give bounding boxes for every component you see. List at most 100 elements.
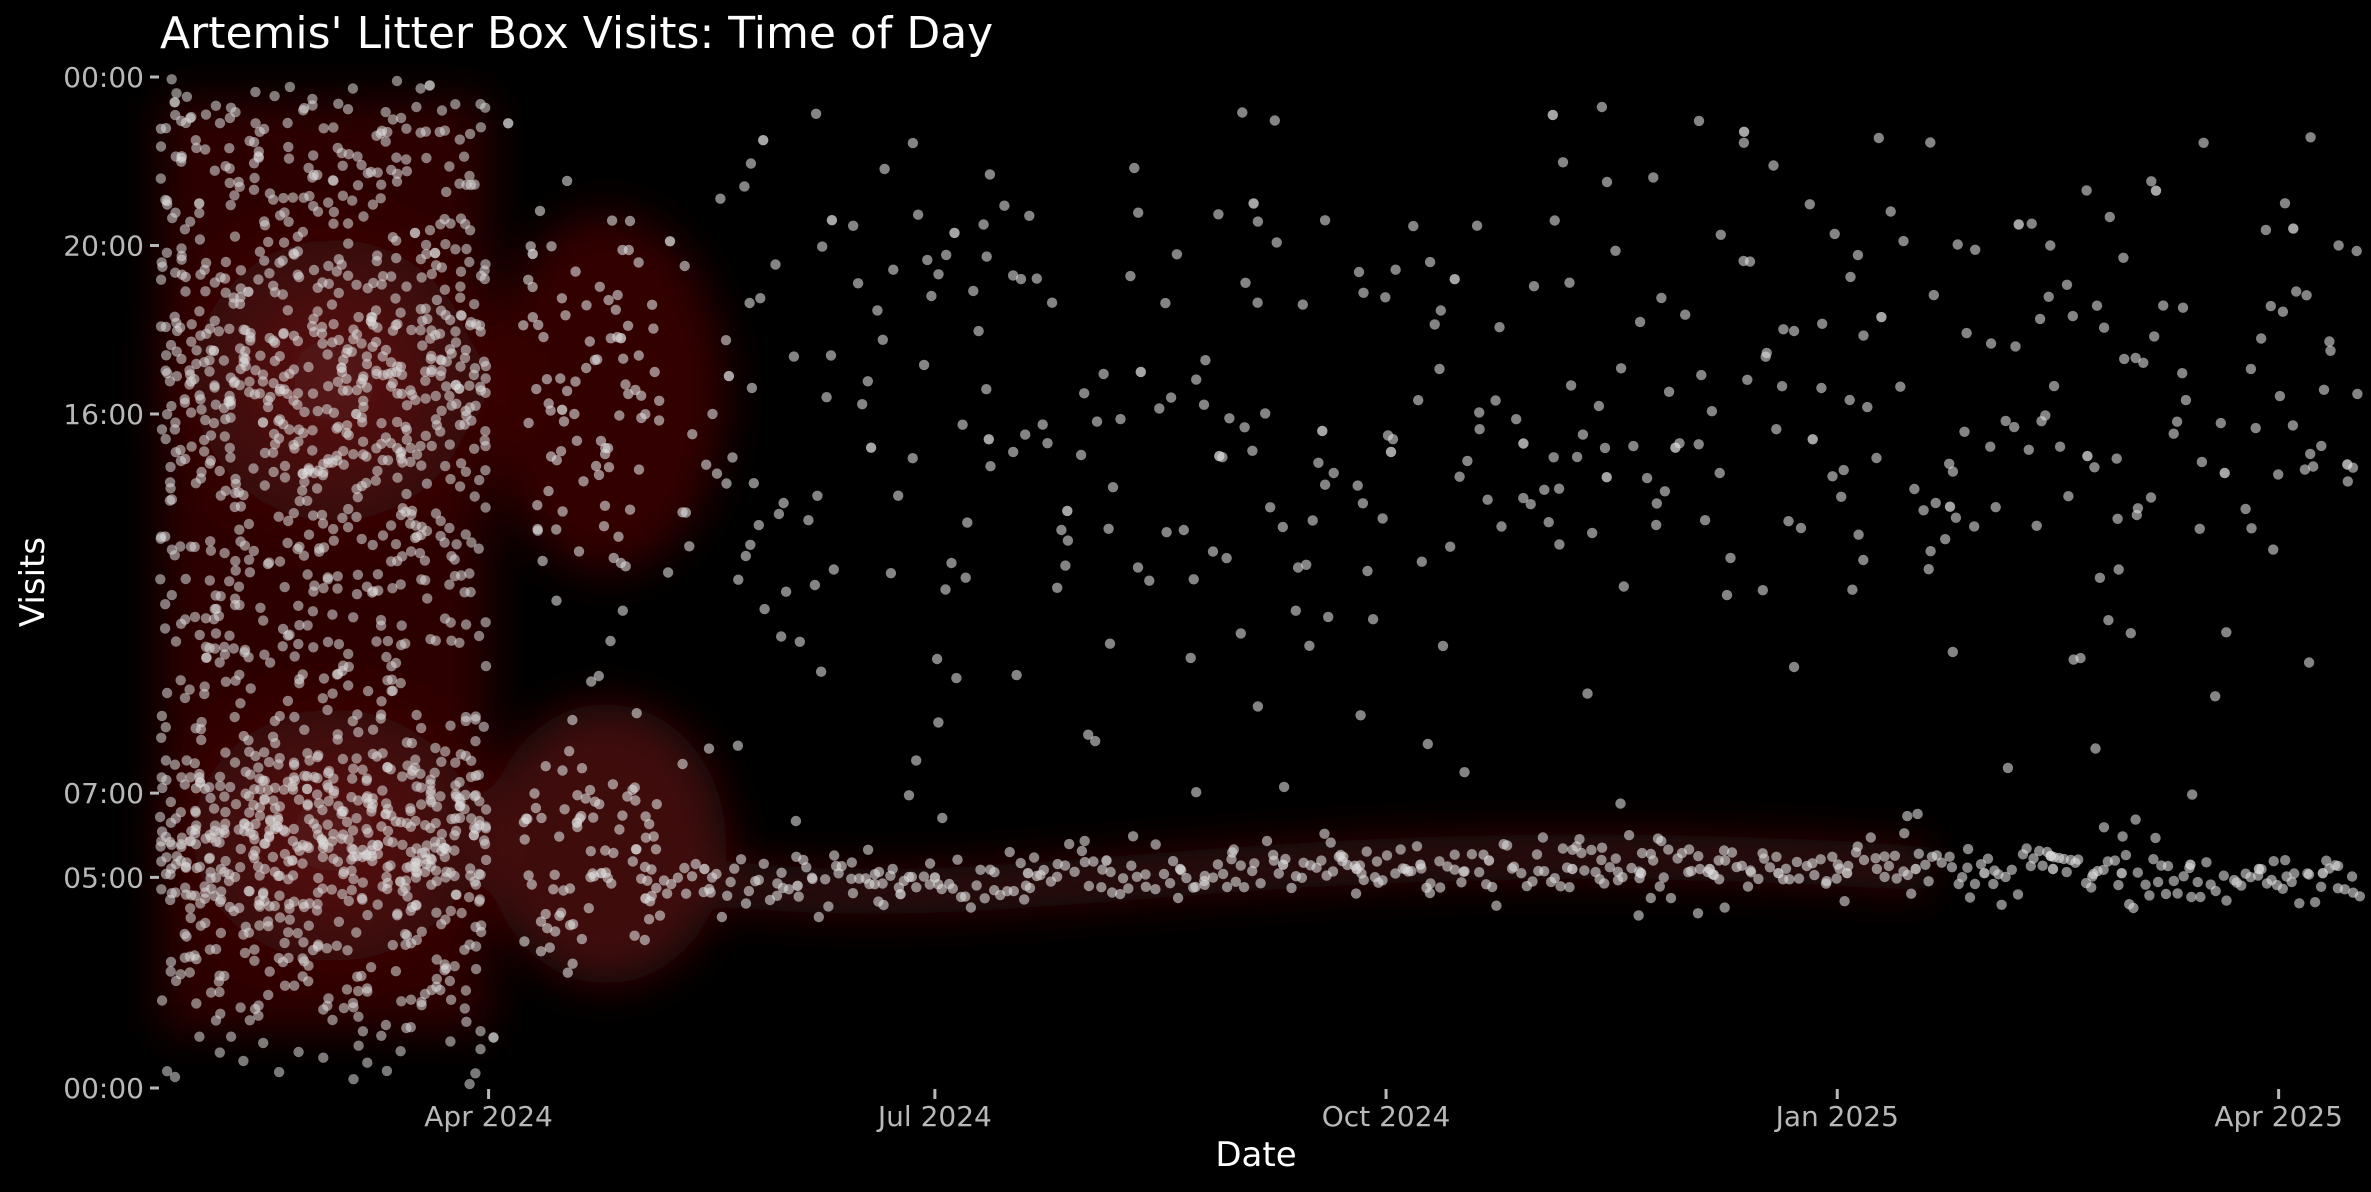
scatter-point xyxy=(2287,420,2299,431)
scatter-point xyxy=(244,567,256,578)
scatter-point xyxy=(2023,444,2035,455)
scatter-point xyxy=(624,215,636,227)
scatter-point xyxy=(348,1002,359,1013)
scatter-point xyxy=(326,884,337,895)
scatter-point xyxy=(304,190,315,202)
scatter-point xyxy=(293,794,305,805)
scatter-point xyxy=(422,593,433,604)
scatter-point xyxy=(1780,863,1792,874)
scatter-point xyxy=(200,917,211,929)
scatter-point xyxy=(293,436,304,447)
scatter-point xyxy=(234,298,246,310)
scatter-point xyxy=(1610,245,1621,256)
scatter-point xyxy=(519,936,530,947)
scatter-point xyxy=(382,635,394,647)
scatter-point xyxy=(790,815,802,827)
scatter-point xyxy=(1079,835,1090,847)
scatter-point xyxy=(1757,585,1769,596)
data-point xyxy=(1214,450,1225,462)
scatter-point xyxy=(2273,469,2284,480)
scatter-point xyxy=(283,141,294,153)
scatter-point xyxy=(372,569,384,580)
scatter-point xyxy=(451,398,462,409)
data-point xyxy=(287,855,298,866)
scatter-point xyxy=(165,956,177,968)
scatter-point xyxy=(2061,866,2072,878)
scatter-point xyxy=(405,442,416,454)
scatter-point xyxy=(216,886,227,897)
scatter-point xyxy=(348,612,359,623)
scatter-point xyxy=(455,458,467,469)
scatter-point xyxy=(951,672,962,684)
scatter-point xyxy=(311,483,323,494)
scatter-point xyxy=(470,941,482,952)
scatter-point xyxy=(208,417,220,429)
scatter-point xyxy=(422,313,433,325)
scatter-point xyxy=(176,841,187,852)
scatter-point xyxy=(353,1011,364,1022)
scatter-point xyxy=(420,375,431,386)
scatter-point xyxy=(2291,286,2302,297)
scatter-point xyxy=(2187,789,2198,800)
scatter-point xyxy=(244,1015,255,1026)
scatter-point xyxy=(1518,492,1529,504)
scatter-point xyxy=(460,715,471,727)
scatter-point xyxy=(322,572,333,583)
scatter-point xyxy=(220,818,231,829)
scatter-point xyxy=(852,278,864,289)
scatter-point xyxy=(405,456,416,468)
scatter-point xyxy=(1269,115,1281,126)
scatter-point xyxy=(420,430,431,441)
scatter-point xyxy=(348,449,359,460)
scatter-point xyxy=(594,799,605,810)
scatter-point xyxy=(156,710,168,722)
scatter-point xyxy=(567,958,578,969)
scatter-point xyxy=(307,510,319,521)
scatter-point xyxy=(1879,851,1890,862)
scatter-point xyxy=(1788,661,1800,673)
scatter-point xyxy=(887,863,898,875)
scatter-point xyxy=(1923,876,1934,887)
scatter-point xyxy=(336,259,347,270)
scatter-point xyxy=(1271,237,1282,248)
scatter-point xyxy=(1371,856,1383,867)
scatter-point xyxy=(385,381,397,392)
scatter-point xyxy=(377,530,389,541)
scatter-point xyxy=(258,123,270,135)
scatter-point xyxy=(189,374,200,385)
scatter-point xyxy=(434,328,446,339)
scatter-point xyxy=(2303,657,2315,668)
scatter-point xyxy=(165,966,176,977)
scatter-point xyxy=(1501,840,1513,851)
scatter-point xyxy=(2090,743,2101,754)
scatter-point xyxy=(154,811,166,823)
scatter-point xyxy=(1827,851,1838,862)
scatter-point xyxy=(1596,842,1608,853)
scatter-point xyxy=(743,885,755,897)
scatter-point xyxy=(869,879,880,890)
scatter-point xyxy=(376,279,387,290)
scatter-point xyxy=(317,693,328,704)
scatter-point xyxy=(161,409,173,420)
scatter-point xyxy=(780,586,792,597)
scatter-point xyxy=(600,845,611,856)
scatter-point xyxy=(1760,351,1771,362)
scatter-point xyxy=(2171,416,2183,427)
scatter-point xyxy=(1456,877,1467,888)
scatter-point xyxy=(199,446,210,457)
scatter-point xyxy=(911,882,922,893)
scatter-point xyxy=(1313,457,1324,468)
scatter-point xyxy=(2180,394,2192,406)
scatter-point xyxy=(2265,300,2276,312)
scatter-point xyxy=(474,894,486,905)
scatter-point xyxy=(1185,652,1196,664)
scatter-point xyxy=(918,359,930,371)
scatter-point xyxy=(377,271,389,282)
scatter-point xyxy=(229,711,240,723)
scatter-point xyxy=(460,529,471,540)
scatter-point xyxy=(342,270,354,281)
scatter-point xyxy=(1140,869,1151,880)
scatter-point xyxy=(179,779,190,790)
scatter-point xyxy=(322,819,333,830)
scatter-point xyxy=(470,963,482,975)
